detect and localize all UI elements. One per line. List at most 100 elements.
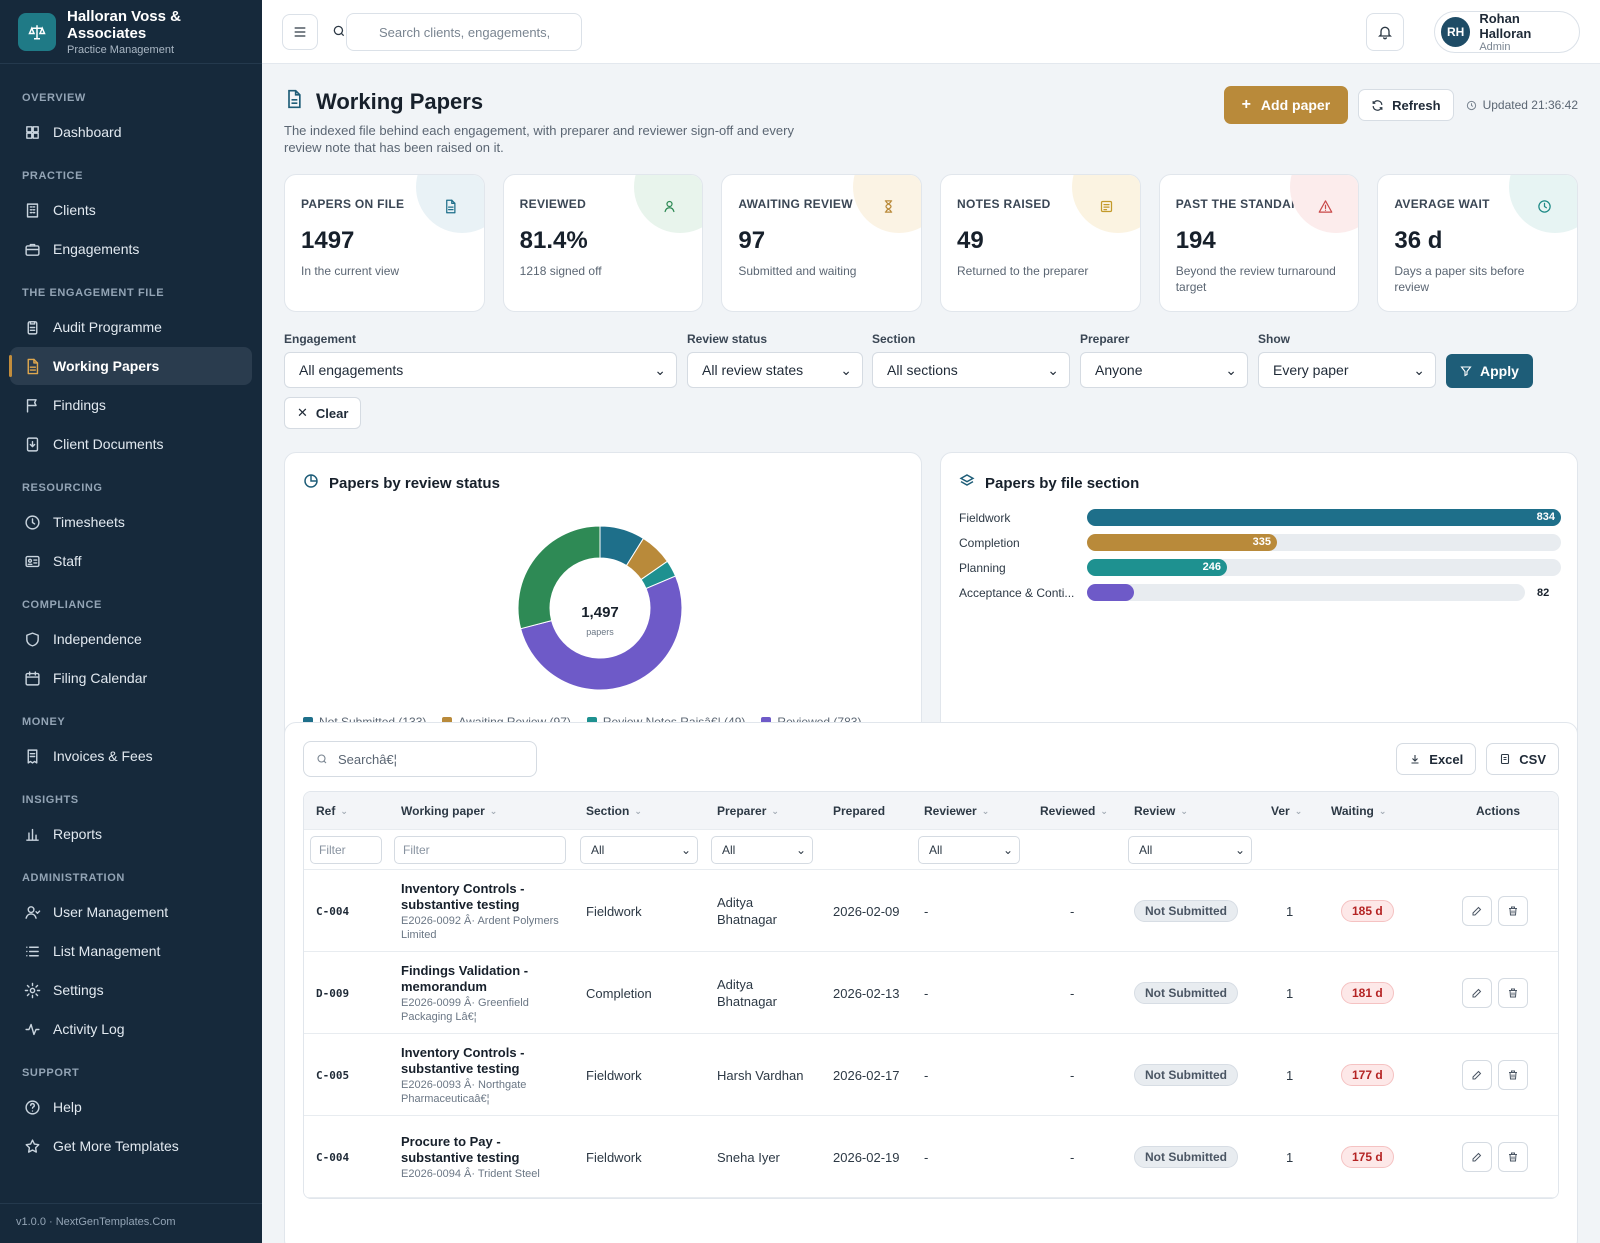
table-row[interactable]: C-004 Inventory Controls - substantive t…: [304, 870, 1558, 952]
sidebar-item-staff[interactable]: Staff: [10, 542, 252, 580]
edit-button[interactable]: [1462, 978, 1492, 1008]
nav-section-compliance: COMPLIANCE: [22, 599, 102, 611]
column-header-title[interactable]: Working paper ⌄: [401, 792, 571, 830]
table-row[interactable]: D-009 Findings Validation - memorandum E…: [304, 952, 1558, 1034]
column-header-section[interactable]: Section ⌄: [586, 792, 706, 830]
row-working-paper[interactable]: Inventory Controls - substantive testing…: [401, 870, 571, 952]
column-header-prepared[interactable]: Prepared: [833, 792, 919, 830]
add-paper-button[interactable]: + Add paper: [1223, 86, 1349, 124]
edit-button[interactable]: [1462, 896, 1492, 926]
apply-filters-button[interactable]: Apply: [1446, 354, 1533, 388]
clear-filters-button[interactable]: ✕ Clear: [284, 397, 362, 429]
sidebar-item-activity-log[interactable]: Activity Log: [10, 1010, 252, 1048]
show-select[interactable]: Every paper ⌄: [1258, 352, 1436, 388]
sidebar-item-label: Settings: [53, 982, 104, 998]
section-bar-row: Completion 335: [959, 530, 1561, 555]
refresh-button[interactable]: Refresh: [1358, 89, 1454, 121]
column-header-actions[interactable]: Actions: [1434, 792, 1520, 830]
engagement-select[interactable]: All engagements ⌄: [284, 352, 677, 388]
preparer-filter: Preparer Anyone ⌄: [1080, 332, 1248, 388]
sidebar-item-invoices-and-fees[interactable]: Invoices & Fees: [10, 737, 252, 775]
sidebar-item-independence[interactable]: Independence: [10, 620, 252, 658]
excel-label: Excel: [1429, 751, 1464, 767]
delete-button[interactable]: [1498, 896, 1528, 926]
status-badge: Not Submitted: [1134, 900, 1238, 922]
sidebar-item-engagements[interactable]: Engagements: [10, 230, 252, 268]
menu-toggle-button[interactable]: [282, 14, 318, 50]
column-header-waiting[interactable]: Waiting ⌄: [1331, 792, 1411, 830]
section-bar-track: [1087, 584, 1525, 601]
section-bar-fill[interactable]: [1087, 584, 1134, 601]
sidebar-item-timesheets[interactable]: Timesheets: [10, 503, 252, 541]
sidebar-item-get-more-templates[interactable]: Get More Templates: [10, 1127, 252, 1165]
user-menu[interactable]: RH Rohan Halloran Admin: [1434, 11, 1580, 53]
notifications-button[interactable]: [1366, 13, 1404, 51]
sidebar-item-findings[interactable]: Findings: [10, 386, 252, 424]
delete-button[interactable]: [1498, 978, 1528, 1008]
trash-icon: [1509, 988, 1517, 998]
global-search-input[interactable]: [346, 13, 582, 51]
section-select[interactable]: All sections ⌄: [872, 352, 1070, 388]
apply-label: Apply: [1480, 363, 1519, 379]
section-bar-fill[interactable]: 246: [1087, 559, 1227, 576]
row-working-paper[interactable]: Inventory Controls - substantive testing…: [401, 1034, 571, 1116]
row-working-paper[interactable]: Procure to Pay - substantive testing E20…: [401, 1116, 571, 1198]
filter-reviewer-select[interactable]: All ⌄: [918, 836, 1020, 864]
sidebar-item-dashboard[interactable]: Dashboard: [10, 113, 252, 151]
brand: Halloran Voss & Associates Practice Mana…: [0, 0, 262, 64]
clock-icon: [1529, 191, 1560, 221]
review-status-select[interactable]: All review states ⌄: [687, 352, 863, 388]
row-reviewer: -: [924, 903, 929, 919]
sidebar-item-user-management[interactable]: User Management: [10, 893, 252, 931]
sidebar-item-reports[interactable]: Reports: [10, 815, 252, 853]
kpi-subtitle: Returned to the preparer: [957, 264, 1089, 278]
export-csv-button[interactable]: CSV: [1486, 743, 1559, 775]
sidebar-item-filing-calendar[interactable]: Filing Calendar: [10, 659, 252, 697]
engagement-filter: Engagement All engagements ⌄: [284, 332, 677, 388]
chevron-down-icon: ⌄: [1225, 361, 1237, 378]
sidebar-item-label: Client Documents: [53, 436, 164, 452]
column-header-ref[interactable]: Ref ⌄: [316, 792, 386, 830]
row-working-paper[interactable]: Findings Validation - memorandum E2026-0…: [401, 952, 571, 1034]
table-row[interactable]: C-004 Procure to Pay - substantive testi…: [304, 1116, 1558, 1198]
filter-icon: [1460, 366, 1472, 377]
table-row[interactable]: C-005 Inventory Controls - substantive t…: [304, 1034, 1558, 1116]
column-header-review[interactable]: Review ⌄: [1134, 792, 1258, 830]
edit-button[interactable]: [1462, 1060, 1492, 1090]
sidebar-item-clients[interactable]: Clients: [10, 191, 252, 229]
building-icon: [23, 201, 41, 219]
column-header-ver[interactable]: Ver ⌄: [1271, 792, 1311, 830]
filter-section-select[interactable]: All ⌄: [580, 836, 698, 864]
sidebar-item-audit-programme[interactable]: Audit Programme: [10, 308, 252, 346]
filter-preparer-select[interactable]: All ⌄: [711, 836, 813, 864]
sidebar-item-settings[interactable]: Settings: [10, 971, 252, 1009]
column-header-preparer[interactable]: Preparer ⌄: [717, 792, 817, 830]
export-excel-button[interactable]: Excel: [1396, 743, 1477, 775]
filter-review-select[interactable]: All ⌄: [1128, 836, 1252, 864]
donut-slice-reviewed[interactable]: [520, 575, 683, 691]
column-header-label: Working paper: [401, 804, 485, 818]
filter-ref-input[interactable]: Filter: [310, 836, 382, 864]
edit-button[interactable]: [1462, 1142, 1492, 1172]
delete-button[interactable]: [1498, 1060, 1528, 1090]
kpi-card-awaiting-review: AWAITING REVIEW 97 Submitted and waiting: [721, 174, 923, 312]
section-bar-fill[interactable]: 834: [1087, 509, 1561, 526]
sidebar-item-help[interactable]: Help: [10, 1088, 252, 1126]
column-header-label: Section: [586, 804, 630, 818]
preparer-select[interactable]: Anyone ⌄: [1080, 352, 1248, 388]
donut-slice-partner-reviewed[interactable]: [517, 525, 601, 630]
engagement-filter-label: Engagement: [284, 332, 357, 346]
column-header-reviewed[interactable]: Reviewed ⌄: [1040, 792, 1120, 830]
sidebar-item-working-papers[interactable]: Working Papers: [9, 347, 252, 385]
column-header-reviewer[interactable]: Reviewer ⌄: [924, 792, 1024, 830]
filter-title-input[interactable]: Filter: [394, 836, 566, 864]
sidebar-item-list-management[interactable]: List Management: [10, 932, 252, 970]
row-reviewer: -: [924, 1067, 929, 1083]
section-bar-fill[interactable]: 335: [1087, 534, 1277, 551]
row-reviewed-date: -: [1070, 1149, 1075, 1165]
row-preparer: Aditya Bhatnagar: [717, 895, 777, 927]
table-search-input[interactable]: Searchâ€¦: [303, 741, 537, 777]
delete-button[interactable]: [1498, 1142, 1528, 1172]
sidebar-item-client-documents[interactable]: Client Documents: [10, 425, 252, 463]
kpi-row: PAPERS ON FILE 1497 In the current view …: [284, 174, 1579, 312]
